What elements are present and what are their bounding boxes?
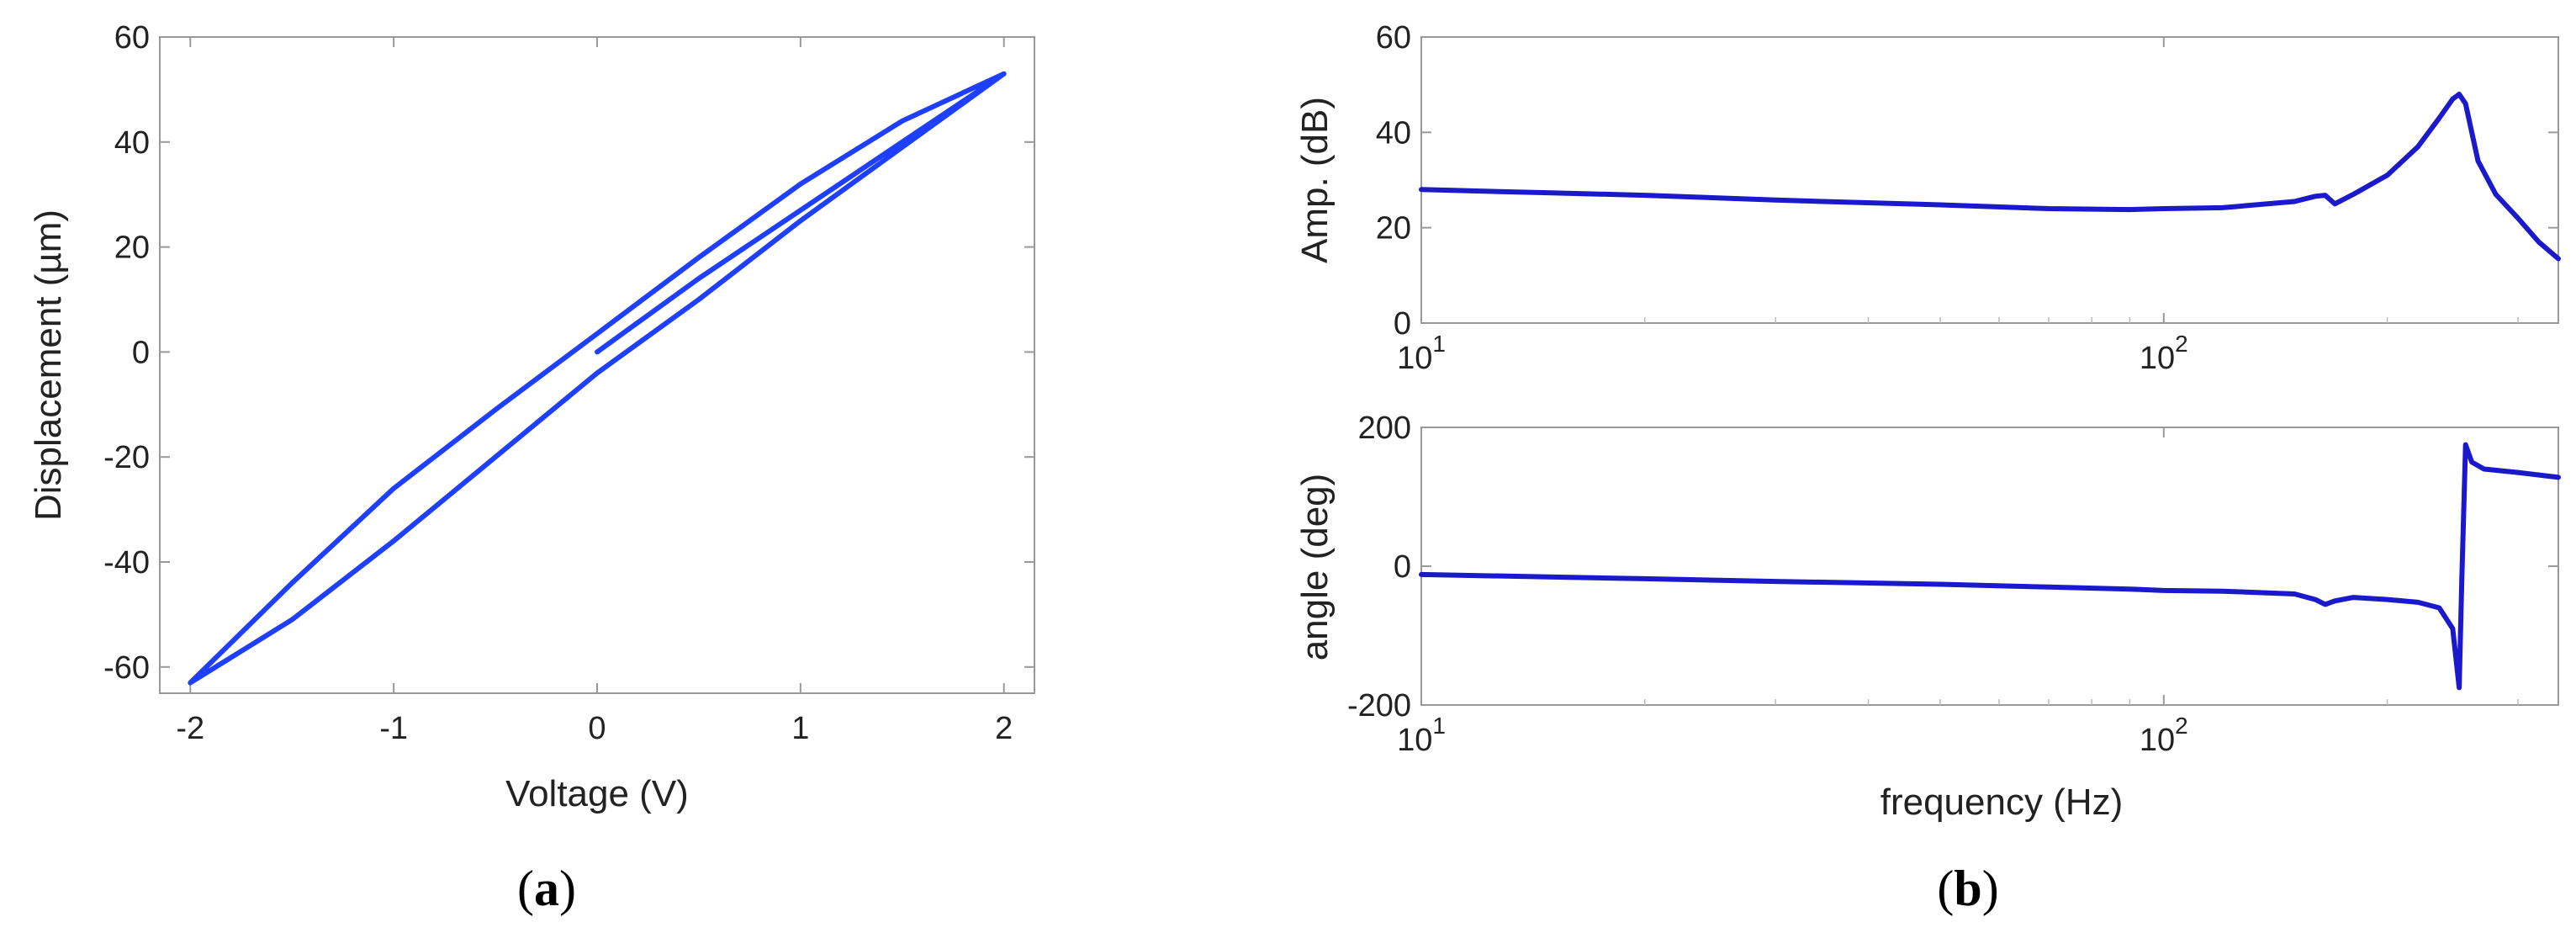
chart-b-amp-y-axis-label: Amp. (dB)	[1294, 97, 1336, 263]
y-tick-label: 40	[114, 125, 150, 161]
x-tick-label: 101	[1397, 331, 1446, 376]
chart-a-hysteresis: -60 -40 -20 0 20 40 60 -2 -1 0 1 2 Voltage (V) Dis…	[28, 20, 1035, 814]
x-tick-label: -1	[379, 711, 408, 746]
x-tick-label: 0	[588, 711, 606, 746]
x-tick-exponent: 2	[2175, 331, 2188, 357]
y-tick-label: 0	[132, 335, 150, 370]
chart-a-plot-frame	[159, 36, 1035, 694]
y-tick-label: 20	[1376, 211, 1411, 247]
chart-a-y-axis-label: Displacement (µm)	[28, 209, 69, 521]
x-tick-label: 2	[995, 711, 1013, 746]
panel-b-open-paren: (	[1937, 861, 1954, 916]
panel-a-close-paren: )	[559, 861, 576, 916]
y-tick-label: 200	[1358, 411, 1411, 446]
chart-b-amp-y-ticks: 0 20 40 60	[1376, 20, 2558, 342]
chart-b-phase-y-ticks: -200 0 200	[1347, 411, 2558, 724]
y-tick-label: 60	[1376, 20, 1411, 56]
chart-b-phase-y-axis-label: angle (deg)	[1294, 474, 1336, 661]
y-tick-label: 20	[114, 231, 150, 266]
x-tick-base: 10	[1397, 723, 1432, 758]
x-tick-label: 102	[2140, 331, 2188, 376]
y-tick-label: 0	[1394, 549, 1411, 585]
chart-b-phase-x-axis-label: frequency (Hz)	[1880, 782, 2124, 823]
panel-a-open-paren: (	[517, 861, 534, 916]
x-tick-label: 101	[1397, 713, 1446, 758]
y-tick-label: 60	[114, 20, 150, 56]
chart-b-phase-plot-frame	[1420, 427, 2559, 706]
panel-label-a: (a)	[517, 861, 576, 916]
x-tick-label: -2	[176, 711, 204, 746]
panel-label-b: (b)	[1937, 861, 1998, 916]
chart-b-amp-x-ticks: 101 102	[1397, 37, 2519, 376]
y-tick-label: -200	[1347, 688, 1411, 724]
chart-a-y-ticks: -60 -40 -20 0 20 40 60	[103, 20, 1034, 686]
y-tick-label: -60	[103, 650, 150, 686]
chart-a-series-line	[188, 71, 1007, 686]
y-tick-label: -20	[103, 440, 150, 475]
y-tick-label: -40	[103, 545, 150, 580]
chart-b-amp-series-line	[1419, 92, 2561, 262]
x-tick-label: 1	[791, 711, 809, 746]
chart-b-phase-series-line	[1419, 442, 2561, 691]
x-tick-exponent: 2	[2175, 713, 2188, 739]
panel-b-letter: b	[1954, 861, 1981, 916]
y-tick-label: 0	[1394, 306, 1411, 342]
chart-a-x-ticks: -2 -1 0 1 2	[176, 37, 1013, 746]
chart-a-x-axis-label: Voltage (V)	[505, 773, 689, 814]
x-tick-base: 10	[2140, 341, 2175, 376]
x-tick-base: 10	[1397, 341, 1432, 376]
chart-b-phase-x-ticks: 101 102	[1397, 427, 2519, 758]
panel-a-letter: a	[534, 861, 559, 916]
x-tick-exponent: 1	[1432, 713, 1446, 739]
panel-b-close-paren: )	[1982, 861, 1999, 916]
chart-b-amp-plot-frame	[1420, 36, 2559, 324]
y-tick-label: 40	[1376, 115, 1411, 151]
x-tick-label: 102	[2140, 713, 2188, 758]
x-tick-exponent: 1	[1432, 331, 1446, 357]
x-tick-base: 10	[2140, 723, 2175, 758]
